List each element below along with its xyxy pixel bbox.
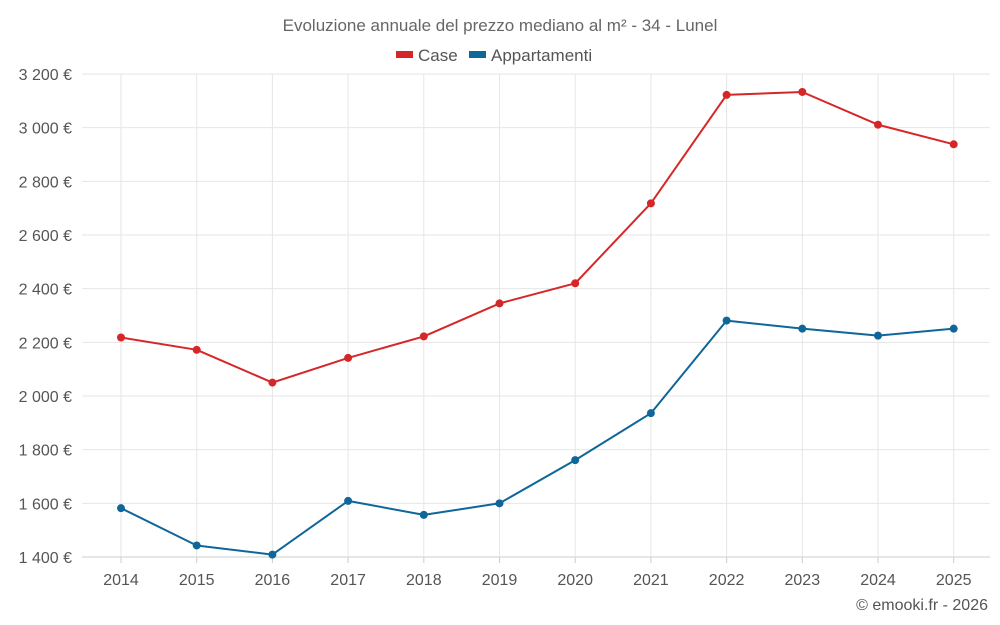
x-tick-label: 2021 — [633, 572, 669, 589]
data-point-case — [722, 90, 731, 99]
x-axis: 2014 2015 2016 2017 2018 2019 2020 2021 2022 2023… — [103, 557, 972, 589]
x-tick-label: 2017 — [330, 572, 366, 589]
data-point-appartamenti — [419, 510, 428, 519]
x-tick-label: 2023 — [785, 572, 821, 589]
x-tick-label: 2025 — [936, 572, 972, 589]
data-point-appartamenti — [344, 496, 353, 505]
series-line-appartamenti — [120, 319, 954, 556]
x-tick-label: 2019 — [482, 572, 518, 589]
chart-title: Evoluzione annuale del prezzo mediano al… — [283, 16, 718, 35]
legend-label-case: Case — [418, 46, 458, 65]
data-point-case — [117, 333, 125, 342]
data-point-case — [344, 353, 353, 362]
legend-swatch-case — [396, 51, 413, 58]
y-tick-label: 2 600 € — [19, 228, 72, 245]
x-tick-label: 2018 — [406, 572, 442, 589]
y-tick-label: 1 400 € — [19, 550, 72, 567]
legend: Case Appartamenti — [396, 46, 592, 65]
data-point-appartamenti — [495, 499, 504, 508]
series-line-case — [120, 91, 954, 384]
legend-swatch-appartamenti — [469, 51, 486, 58]
x-tick-label: 2016 — [255, 572, 291, 589]
x-tick-label: 2024 — [860, 572, 896, 589]
data-point-appartamenti — [192, 541, 201, 550]
y-axis: 1 400 € 1 600 € 1 800 € 2 000 € 2 200 € 2 400… — [19, 67, 72, 567]
data-point-case — [495, 299, 504, 308]
data-point-appartamenti — [949, 324, 958, 333]
data-point-case — [268, 378, 277, 387]
x-tick-label: 2022 — [709, 572, 745, 589]
y-tick-label: 3 000 € — [19, 121, 72, 138]
data-point-appartamenti — [268, 550, 277, 559]
data-point-case — [646, 199, 655, 208]
data-point-case — [798, 87, 807, 96]
y-tick-label: 3 200 € — [19, 67, 72, 84]
data-point-appartamenti — [571, 456, 580, 465]
data-point-appartamenti — [874, 331, 882, 340]
data-point-appartamenti — [722, 316, 731, 325]
data-point-case — [571, 279, 580, 288]
legend-label-appartamenti: Appartamenti — [491, 46, 592, 65]
data-point-case — [949, 140, 958, 149]
credit-text: © emooki.fr - 2026 — [856, 597, 988, 614]
y-tick-label: 2 400 € — [19, 282, 72, 299]
y-tick-label: 1 800 € — [19, 443, 72, 460]
series-layer — [117, 87, 958, 559]
y-tick-label: 2 000 € — [19, 389, 72, 406]
data-point-appartamenti — [646, 409, 655, 418]
x-tick-label: 2020 — [557, 572, 593, 589]
data-point-case — [419, 332, 428, 341]
y-tick-label: 2 200 € — [19, 335, 72, 352]
gridlines — [82, 73, 990, 558]
y-tick-label: 1 600 € — [19, 496, 72, 513]
data-point-appartamenti — [798, 324, 807, 333]
data-point-appartamenti — [117, 504, 125, 513]
x-tick-label: 2014 — [103, 572, 139, 589]
y-tick-label: 2 800 € — [19, 174, 72, 191]
data-point-case — [874, 120, 882, 129]
data-point-case — [192, 345, 201, 354]
x-tick-label: 2015 — [179, 572, 215, 589]
